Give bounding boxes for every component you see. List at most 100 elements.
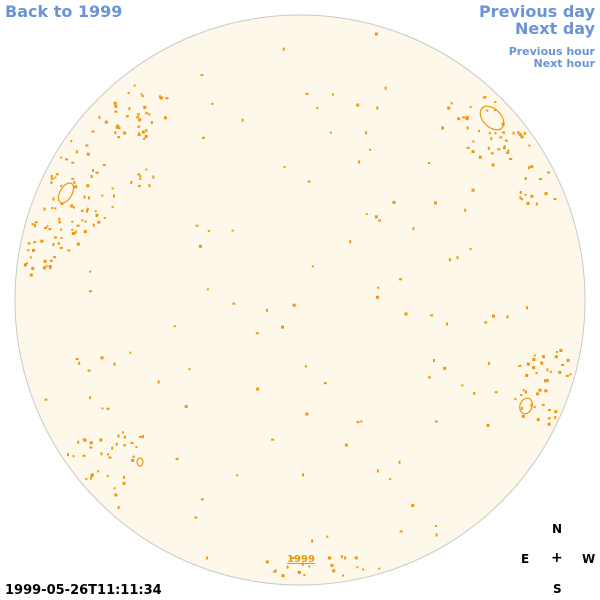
- next-day-link[interactable]: Next day: [515, 19, 595, 38]
- star-mark: [518, 364, 522, 367]
- previous-hour-link[interactable]: Previous hour: [508, 45, 595, 58]
- star-mark: [365, 131, 368, 135]
- star-mark: [303, 574, 306, 577]
- star-mark: [503, 147, 506, 150]
- star-mark: [60, 228, 63, 231]
- star-mark: [340, 555, 343, 559]
- star-mark: [433, 359, 435, 362]
- star-mark: [31, 266, 35, 270]
- star-mark: [116, 124, 120, 128]
- star-mark: [101, 194, 104, 197]
- next-hour-link[interactable]: Next hour: [533, 57, 596, 70]
- star-mark: [103, 217, 106, 219]
- star-mark: [520, 406, 523, 410]
- star-mark: [141, 95, 144, 98]
- compass-west-label: W: [582, 552, 596, 566]
- star-mark: [46, 225, 49, 228]
- star-mark: [502, 131, 505, 134]
- star-mark: [137, 173, 141, 176]
- star-mark: [50, 181, 53, 185]
- star-mark: [173, 325, 176, 328]
- star-mark: [33, 241, 37, 244]
- star-mark: [40, 239, 44, 243]
- star-mark: [301, 562, 304, 566]
- star-mark: [34, 221, 38, 224]
- star-mark: [87, 369, 91, 372]
- star-mark: [530, 403, 533, 407]
- star-mark: [472, 140, 475, 143]
- star-mark: [538, 388, 542, 392]
- star-mark: [526, 362, 530, 366]
- star-mark: [76, 242, 80, 246]
- star-mark: [90, 473, 94, 477]
- star-mark: [282, 47, 285, 51]
- star-mark: [92, 223, 95, 227]
- star-mark: [130, 441, 134, 444]
- star-mark: [378, 219, 382, 222]
- star-mark: [273, 570, 276, 573]
- star-mark: [291, 556, 295, 559]
- star-mark: [540, 361, 544, 365]
- star-mark: [544, 389, 548, 393]
- star-mark: [84, 220, 87, 223]
- star-mark: [137, 125, 141, 128]
- star-mark: [450, 102, 453, 105]
- star-mark: [125, 115, 129, 118]
- star-mark: [521, 198, 524, 201]
- star-mark: [108, 456, 112, 459]
- star-mark: [72, 455, 75, 458]
- previous-day-link[interactable]: Previous day: [478, 2, 595, 21]
- star-mark: [144, 135, 148, 138]
- star-mark: [121, 431, 124, 434]
- star-mark: [526, 306, 528, 310]
- star-mark: [117, 136, 121, 139]
- star-mark: [326, 535, 329, 538]
- star-mark: [329, 557, 332, 560]
- compass-east-label: E: [521, 552, 530, 566]
- star-mark: [100, 356, 104, 360]
- star-mark: [484, 95, 487, 98]
- star-mark: [117, 434, 120, 438]
- star-mark: [558, 370, 562, 374]
- star-mark: [50, 177, 54, 180]
- star-mark: [175, 457, 179, 460]
- star-mark: [85, 477, 88, 480]
- star-mark: [200, 74, 204, 77]
- star-mark: [521, 414, 525, 418]
- star-mark: [42, 266, 46, 270]
- star-mark: [159, 96, 163, 100]
- star-mark: [52, 243, 55, 246]
- star-mark: [446, 322, 449, 326]
- year-link[interactable]: 1999: [287, 554, 315, 565]
- star-mark: [374, 32, 378, 36]
- star-mark: [184, 405, 188, 408]
- star-mark: [297, 570, 301, 574]
- star-mark: [478, 155, 482, 159]
- star-mark: [43, 207, 46, 211]
- star-mark: [456, 256, 459, 260]
- star-mark: [365, 213, 368, 216]
- star-mark: [441, 126, 445, 130]
- star-mark: [283, 166, 286, 168]
- star-mark: [123, 131, 127, 135]
- star-mark: [492, 314, 495, 318]
- star-mark: [530, 194, 534, 198]
- star-mark: [399, 530, 403, 533]
- star-mark: [89, 446, 93, 449]
- star-mark: [507, 149, 510, 152]
- back-to-year-link[interactable]: Back to 1999: [5, 2, 123, 21]
- star-mark: [543, 379, 547, 383]
- star-mark: [344, 443, 348, 447]
- star-mark: [88, 196, 90, 200]
- star-mark: [281, 574, 285, 578]
- compass-south-label: S: [553, 582, 562, 596]
- star-mark: [113, 362, 116, 366]
- star-mark: [565, 374, 569, 377]
- star-mark: [427, 376, 431, 379]
- star-mark: [94, 210, 97, 213]
- star-mark: [200, 498, 204, 501]
- star-mark: [82, 454, 86, 457]
- star-mark: [117, 127, 121, 130]
- star-mark: [376, 469, 379, 473]
- star-mark: [525, 390, 527, 394]
